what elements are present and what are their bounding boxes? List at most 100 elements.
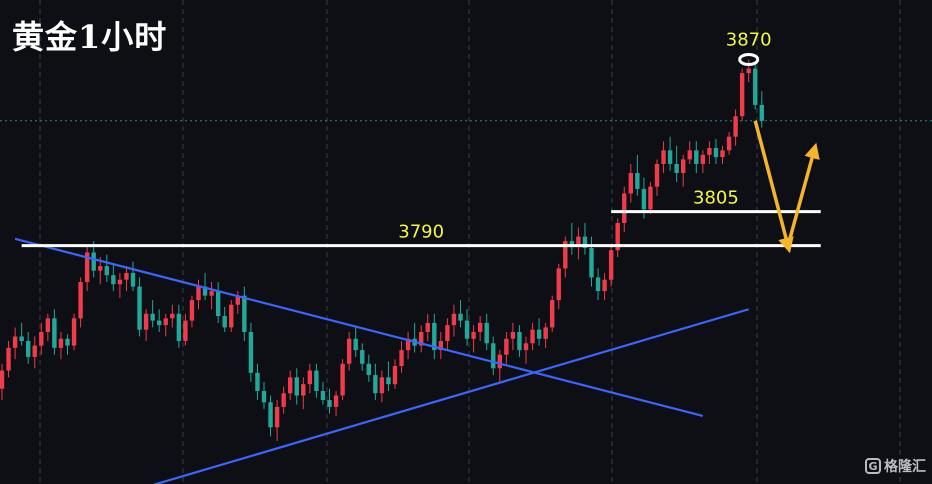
candle-body <box>98 266 103 271</box>
candle-body <box>510 331 516 339</box>
candle-body <box>176 313 182 342</box>
candle-body <box>301 384 306 396</box>
candle-body <box>726 136 732 151</box>
candle-body <box>202 286 208 296</box>
candle-body <box>536 329 542 339</box>
forecast-arrow <box>753 120 794 254</box>
candle-body <box>694 150 699 164</box>
candle-body <box>6 347 11 371</box>
candle-body <box>294 377 299 396</box>
candle-body <box>373 375 378 394</box>
candle-body <box>681 159 686 174</box>
candle-body <box>550 300 555 328</box>
candle-body <box>242 295 247 332</box>
high-label: 3870 <box>726 30 772 51</box>
trendline-ascending <box>152 308 750 484</box>
candle-body <box>464 320 470 339</box>
watermark-text: 格隆汇 <box>884 459 926 475</box>
candle-body <box>360 350 365 364</box>
candle-body <box>667 150 673 164</box>
candle-body <box>641 188 647 210</box>
candle-body <box>281 393 286 407</box>
candle-body <box>366 363 371 376</box>
candle-body <box>209 291 214 296</box>
candle-body <box>419 331 424 346</box>
candle-body <box>340 363 345 396</box>
candle-body <box>65 338 70 346</box>
candle-body <box>759 104 764 121</box>
candle-body <box>124 272 129 280</box>
candle-body <box>255 372 260 391</box>
candle-body <box>327 400 332 407</box>
candle-body <box>229 304 234 328</box>
candle-body <box>713 148 719 158</box>
candle-body <box>248 331 254 373</box>
candle-body <box>84 252 90 282</box>
candle-body <box>19 336 24 342</box>
candle-body <box>556 268 561 301</box>
candle-body <box>648 186 653 210</box>
candle-body <box>674 163 679 174</box>
candle-body <box>753 68 758 105</box>
watermark-logo-icon: G <box>865 458 881 474</box>
candle-body <box>150 313 155 321</box>
candle-body <box>530 329 535 344</box>
candle-body <box>543 327 548 339</box>
candle-body <box>58 338 64 348</box>
candle-body <box>333 395 339 407</box>
trendlines <box>14 237 750 484</box>
candle-body <box>563 241 568 269</box>
candle-body <box>504 338 509 355</box>
candle-body <box>288 377 293 394</box>
level-label-3805: 3805 <box>693 188 739 209</box>
candle-body <box>438 341 444 351</box>
candle-body <box>471 331 476 339</box>
candle-body <box>222 316 227 328</box>
candle-body <box>445 325 450 342</box>
candle-body <box>700 154 706 164</box>
candle-body <box>458 313 463 321</box>
candle-body <box>386 377 391 385</box>
candle-body <box>484 322 489 344</box>
candle-body <box>235 295 240 305</box>
candle-body <box>0 370 5 389</box>
candle-body <box>71 318 77 346</box>
candle-body <box>104 266 109 276</box>
candle-body <box>615 222 620 251</box>
candles <box>0 59 764 441</box>
candle-body <box>130 272 136 287</box>
candle-body <box>707 148 712 155</box>
candle-body <box>52 318 57 348</box>
candle-body <box>451 313 457 326</box>
candle-body <box>622 193 627 223</box>
candle-body <box>497 354 502 369</box>
candle-body <box>635 173 640 189</box>
candle-body <box>405 338 411 351</box>
candle-body <box>111 275 116 285</box>
candle-body <box>582 236 588 248</box>
level-label-3790: 3790 <box>398 222 444 243</box>
candle-body <box>163 318 168 326</box>
candle-body <box>595 277 601 292</box>
candle-body <box>477 322 483 332</box>
candle-body <box>274 406 280 428</box>
candle-body <box>189 300 195 321</box>
grid-lines <box>39 0 901 484</box>
candle-body <box>628 173 633 194</box>
candle-body <box>170 313 175 319</box>
candle-body <box>654 163 660 187</box>
candle-body <box>39 331 44 346</box>
candle-body <box>196 286 201 301</box>
forecast-arrow <box>786 142 820 247</box>
candle-body <box>432 322 437 351</box>
candle-body <box>576 236 581 246</box>
candle-body <box>183 320 188 342</box>
candle-body <box>45 318 51 332</box>
candle-body <box>346 338 352 364</box>
candle-body <box>307 370 313 385</box>
candle-body <box>379 377 385 394</box>
candle-body <box>215 291 221 317</box>
support-levels <box>21 210 821 248</box>
candle-body <box>353 338 358 351</box>
high-marker <box>738 53 760 67</box>
